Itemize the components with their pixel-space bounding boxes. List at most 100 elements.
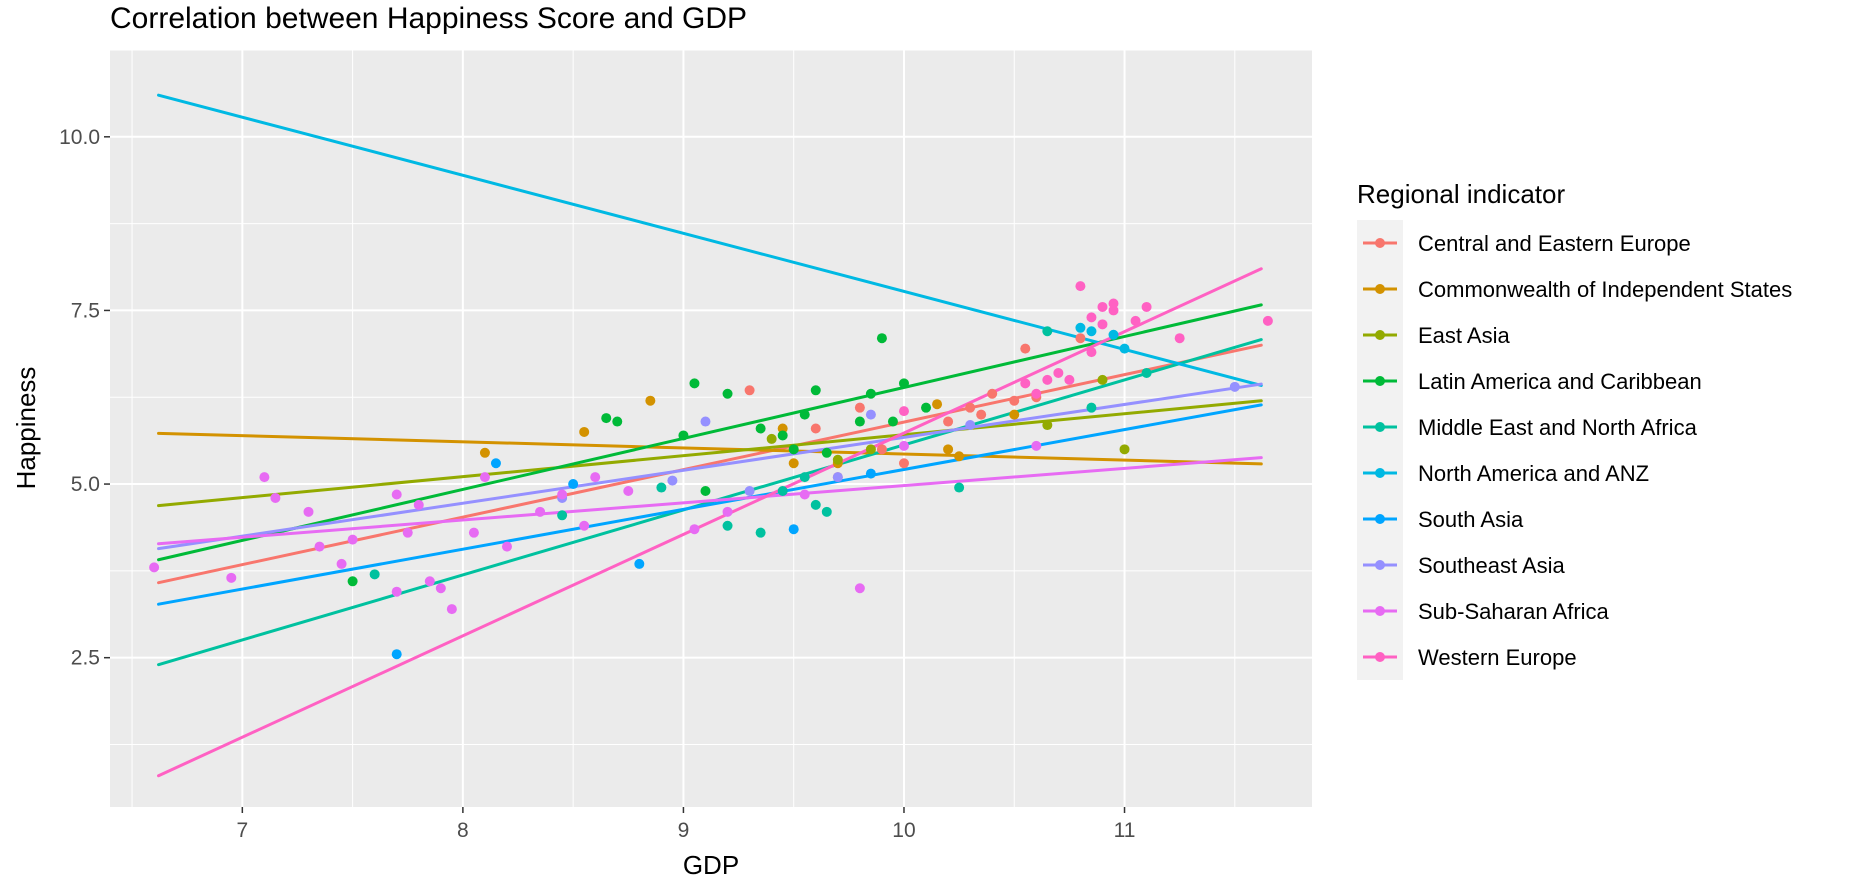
data-point: [1086, 347, 1097, 358]
data-point: [954, 482, 965, 493]
data-point: [1108, 305, 1119, 316]
legend-key-point: [1375, 514, 1385, 524]
data-point: [865, 468, 876, 479]
data-point: [1042, 326, 1053, 337]
data-point: [1075, 281, 1086, 292]
data-point: [149, 562, 160, 573]
data-point: [259, 472, 270, 483]
data-point: [987, 388, 998, 399]
data-point: [854, 416, 865, 427]
data-point: [446, 604, 457, 615]
data-point: [369, 569, 380, 580]
legend-key-point: [1375, 238, 1385, 248]
data-point: [479, 472, 490, 483]
data-point: [1262, 315, 1273, 326]
data-point: [766, 433, 777, 444]
data-point: [678, 430, 689, 441]
data-point: [1042, 420, 1053, 431]
data-point: [1097, 374, 1108, 385]
data-point: [788, 458, 799, 469]
data-point: [435, 583, 446, 594]
data-point: [490, 458, 501, 469]
data-point: [336, 558, 347, 569]
data-point: [821, 506, 832, 517]
data-point: [744, 486, 755, 497]
legend-key-point: [1375, 422, 1385, 432]
data-point: [722, 506, 733, 517]
data-point: [810, 385, 821, 396]
data-point: [898, 440, 909, 451]
data-point: [1020, 378, 1031, 389]
legend-key-point: [1375, 330, 1385, 340]
plot-panel: [110, 50, 1312, 807]
data-point: [557, 510, 568, 521]
data-point: [865, 444, 876, 455]
data-point: [887, 416, 898, 427]
x-tick-label: 10: [892, 819, 915, 842]
data-point: [535, 506, 546, 517]
data-point: [965, 420, 976, 431]
data-point: [479, 447, 490, 458]
data-point: [788, 444, 799, 455]
data-point: [810, 499, 821, 510]
legend-label: Latin America and Caribbean: [1418, 369, 1702, 394]
data-point: [755, 423, 766, 434]
data-point: [270, 492, 281, 503]
legend-key-background: [1357, 220, 1403, 680]
fit-line: [157, 399, 1263, 508]
data-point: [865, 388, 876, 399]
x-tick-label: 7: [236, 819, 248, 842]
data-point: [1108, 329, 1119, 340]
data-point: [799, 409, 810, 420]
legend-label: Sub-Saharan Africa: [1418, 599, 1610, 624]
data-point: [744, 385, 755, 396]
data-point: [424, 576, 435, 587]
data-point: [1174, 333, 1185, 344]
legend-label: South Asia: [1418, 507, 1524, 532]
legend-label: Middle East and North Africa: [1418, 415, 1698, 440]
data-point: [1119, 444, 1130, 455]
legend-label: East Asia: [1418, 323, 1510, 348]
data-point: [876, 333, 887, 344]
data-point: [1075, 333, 1086, 344]
fit-line: [157, 431, 1263, 466]
y-tick-label: 5.0: [71, 473, 100, 496]
legend-label: Western Europe: [1418, 645, 1577, 670]
data-point: [898, 406, 909, 417]
data-point: [391, 649, 402, 660]
legend-key-point: [1375, 560, 1385, 570]
data-point: [700, 486, 711, 497]
data-point: [579, 426, 590, 437]
data-point: [777, 486, 788, 497]
data-point: [568, 479, 579, 490]
data-point: [876, 444, 887, 455]
data-point: [1053, 367, 1064, 378]
data-point: [1097, 301, 1108, 312]
data-point: [865, 409, 876, 420]
data-point: [634, 558, 645, 569]
data-point: [623, 486, 634, 497]
data-point: [810, 423, 821, 434]
data-point: [391, 586, 402, 597]
fit-line: [157, 267, 1263, 778]
data-point: [501, 541, 512, 552]
data-point: [1097, 319, 1108, 330]
data-point: [1086, 326, 1097, 337]
fit-line: [157, 303, 1263, 562]
data-point: [226, 572, 237, 583]
legend: Central and Eastern Europe Commonwealth o…: [1357, 220, 1792, 680]
x-axis: 7 8 9 10 11: [236, 807, 1135, 842]
data-point: [402, 527, 413, 538]
data-point: [590, 472, 601, 483]
data-point: [347, 534, 358, 545]
data-point: [1108, 298, 1119, 309]
data-point: [954, 451, 965, 462]
data-point: [943, 416, 954, 427]
data-point: [1031, 388, 1042, 399]
data-point: [314, 541, 325, 552]
data-point: [601, 413, 612, 424]
legend-title: Regional indicator: [1357, 179, 1565, 209]
data-point: [799, 472, 810, 483]
data-point: [347, 576, 358, 587]
x-tick-label: 8: [457, 819, 469, 842]
